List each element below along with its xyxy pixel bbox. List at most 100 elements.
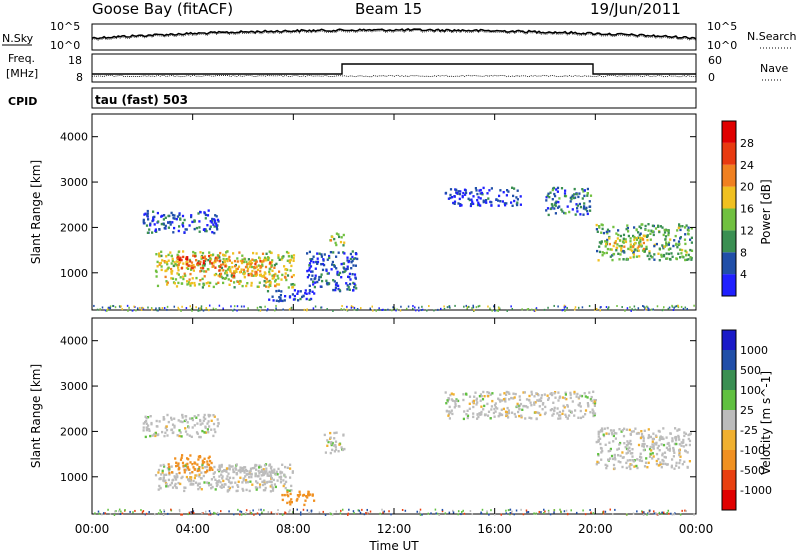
ground-scatter-cell: [308, 511, 310, 514]
heatmap-cell: [640, 244, 643, 247]
heatmap-cell: [476, 413, 479, 416]
heatmap-cell: [617, 233, 620, 237]
heatmap-cell: [269, 472, 272, 475]
heatmap-cell: [675, 464, 678, 467]
ground-scatter-cell: [461, 511, 463, 514]
ground-scatter-cell: [570, 509, 572, 512]
heatmap-cell: [245, 284, 248, 288]
heatmap-cell: [269, 473, 272, 477]
ground-scatter-cell: [392, 306, 394, 309]
heatmap-cell: [596, 249, 599, 253]
heatmap-cell: [188, 479, 191, 483]
heatmap-cell: [243, 271, 246, 275]
heatmap-cell: [197, 482, 200, 485]
heatmap-cell: [632, 250, 635, 254]
heatmap-cell: [308, 262, 312, 265]
heatmap-cell: [173, 484, 176, 487]
heatmap-cell: [667, 231, 670, 235]
heatmap-cell: [499, 393, 502, 396]
heatmap-cell: [206, 481, 209, 484]
heatmap-cell: [663, 455, 666, 459]
heatmap-cell: [306, 269, 309, 273]
colorbar-segment: [722, 470, 736, 490]
heatmap-cell: [569, 200, 572, 203]
ground-scatter-cell: [693, 513, 695, 516]
heatmap-cell: [188, 278, 191, 281]
y-tick-label: 2000: [60, 221, 88, 234]
ground-scatter-cell: [673, 306, 675, 309]
ground-scatter-cell: [677, 306, 680, 309]
heatmap-cell: [667, 248, 670, 251]
heatmap-cell: [320, 253, 323, 256]
heatmap-cell: [476, 192, 479, 196]
heatmap-cell: [203, 481, 206, 484]
heatmap-cell: [500, 408, 503, 411]
heatmap-cell: [684, 249, 687, 253]
ground-scatter-cell: [104, 309, 107, 312]
ground-scatter-cell: [662, 511, 665, 514]
heatmap-cell: [551, 188, 554, 192]
heatmap-cell: [507, 409, 510, 412]
heatmap-cell: [342, 434, 345, 437]
heatmap-cell: [255, 468, 258, 471]
ground-scatter-cell: [478, 304, 481, 307]
ground-scatter-cell: [404, 509, 407, 512]
heatmap-cell: [348, 275, 351, 279]
heatmap-cell: [348, 259, 351, 263]
ground-scatter-cell: [379, 512, 381, 515]
ground-scatter-cell: [645, 308, 647, 311]
heatmap-cell: [193, 284, 196, 287]
heatmap-cell: [602, 231, 606, 235]
heatmap-cell: [490, 187, 493, 190]
heatmap-cell: [619, 239, 622, 242]
heatmap-cell: [142, 422, 145, 425]
ground-scatter-cell: [632, 512, 635, 515]
heatmap-cell: [337, 233, 340, 236]
heatmap-cell: [241, 260, 244, 263]
heatmap-cell: [144, 415, 147, 418]
heatmap-cell: [583, 202, 586, 205]
freq-panel: Freq. [MHz] 18 8 60 0 Nave: [6, 52, 788, 84]
heatmap-cell: [318, 252, 321, 255]
heatmap-cell: [459, 204, 462, 207]
heatmap-cell: [323, 253, 326, 256]
ground-scatter-cell: [228, 510, 230, 513]
heatmap-cell: [197, 212, 200, 215]
heatmap-cell: [578, 202, 581, 206]
heatmap-cell: [167, 253, 170, 257]
heatmap-cell: [461, 194, 464, 198]
heatmap-cell: [539, 413, 542, 417]
ground-scatter-cell: [284, 511, 286, 514]
ground-scatter-cell: [465, 304, 468, 307]
ground-scatter-cell: [577, 306, 580, 309]
heatmap-cell: [502, 407, 505, 411]
heatmap-cell: [615, 232, 618, 235]
heatmap-cell: [198, 486, 202, 489]
heatmap-cell: [340, 236, 343, 239]
heatmap-cell: [250, 274, 253, 277]
heatmap-cell: [256, 285, 259, 288]
ground-scatter-cell: [343, 308, 345, 311]
heatmap-cell: [277, 300, 281, 303]
heatmap-cell: [498, 412, 501, 415]
heatmap-cell: [247, 258, 250, 261]
noise-frame: [91, 23, 697, 51]
heatmap-cell: [508, 392, 511, 395]
heatmap-cell: [203, 270, 206, 273]
ground-scatter-cell: [178, 510, 181, 513]
heatmap-cell: [486, 402, 489, 406]
heatmap-cell: [684, 450, 687, 453]
colorbar-segment: [722, 164, 736, 187]
heatmap-cell: [152, 218, 155, 221]
heatmap-cell: [198, 230, 201, 233]
heatmap-cell: [191, 417, 194, 420]
heatmap-cell: [260, 469, 263, 473]
heatmap-cell: [604, 240, 607, 243]
heatmap-cell: [216, 254, 219, 257]
ground-scatter-cell: [118, 510, 120, 513]
heatmap-cell: [227, 467, 230, 470]
heatmap-cell: [160, 473, 163, 476]
heatmap-cell: [574, 409, 577, 412]
heatmap-cell: [254, 474, 257, 477]
